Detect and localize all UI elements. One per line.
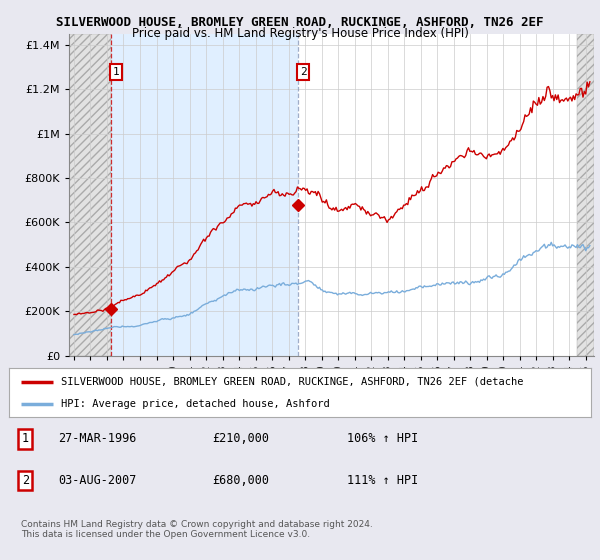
Text: 03-AUG-2007: 03-AUG-2007 <box>58 474 137 487</box>
Text: 2: 2 <box>22 474 29 487</box>
Text: Price paid vs. HM Land Registry's House Price Index (HPI): Price paid vs. HM Land Registry's House … <box>131 27 469 40</box>
Text: 111% ↑ HPI: 111% ↑ HPI <box>347 474 418 487</box>
Text: £210,000: £210,000 <box>212 432 270 445</box>
Bar <box>577 34 594 356</box>
Bar <box>69 34 111 356</box>
Text: 2: 2 <box>300 67 307 77</box>
Text: 27-MAR-1996: 27-MAR-1996 <box>58 432 137 445</box>
Text: SILVERWOOD HOUSE, BROMLEY GREEN ROAD, RUCKINGE, ASHFORD, TN26 2EF (detache: SILVERWOOD HOUSE, BROMLEY GREEN ROAD, RU… <box>61 377 524 387</box>
Bar <box>577 34 594 356</box>
Text: 1: 1 <box>22 432 29 445</box>
Text: 106% ↑ HPI: 106% ↑ HPI <box>347 432 418 445</box>
Bar <box>69 34 111 356</box>
Text: HPI: Average price, detached house, Ashford: HPI: Average price, detached house, Ashf… <box>61 399 330 409</box>
Bar <box>111 34 298 356</box>
Text: SILVERWOOD HOUSE, BROMLEY GREEN ROAD, RUCKINGE, ASHFORD, TN26 2EF: SILVERWOOD HOUSE, BROMLEY GREEN ROAD, RU… <box>56 16 544 29</box>
Text: Contains HM Land Registry data © Crown copyright and database right 2024.
This d: Contains HM Land Registry data © Crown c… <box>21 520 373 539</box>
Text: £680,000: £680,000 <box>212 474 270 487</box>
Text: 1: 1 <box>112 67 119 77</box>
